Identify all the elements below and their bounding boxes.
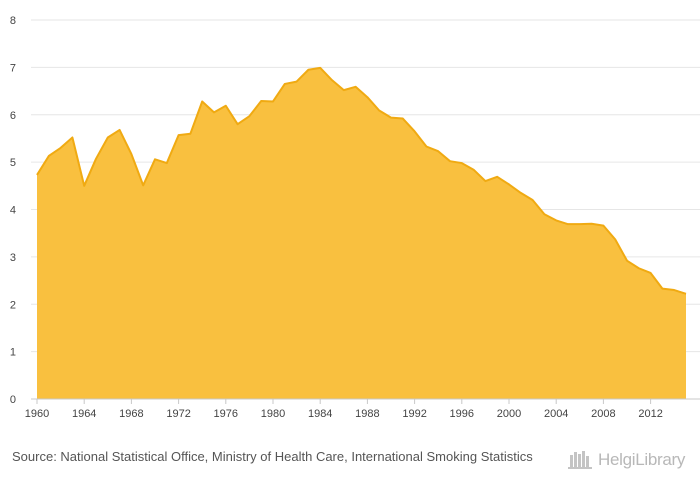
series-line <box>36 66 687 295</box>
x-tick-label: 1976 <box>214 408 238 420</box>
y-tick-label: 8 <box>10 15 16 27</box>
y-tick-label: 3 <box>10 252 16 264</box>
x-tick-label: 2004 <box>544 408 568 420</box>
source-note: Source: National Statistical Office, Min… <box>12 448 552 465</box>
x-tick-label: 1984 <box>308 408 332 420</box>
x-tick-label: 1980 <box>261 408 285 420</box>
x-axis: 1960 1964 1968 1972 1976 1980 1984 1988 1992 1996… <box>25 398 700 420</box>
logo-text: HelgiLibrary <box>598 450 686 469</box>
y-tick-label: 7 <box>10 62 16 74</box>
x-tick-label: 1992 <box>402 408 426 420</box>
helgi-library-logo: HelgiLibrary <box>568 448 692 472</box>
y-axis: 0 1 2 3 4 5 6 7 8 <box>10 15 16 406</box>
x-tick-label: 1972 <box>166 408 190 420</box>
x-tick-label: 1968 <box>119 408 143 420</box>
y-tick-label: 1 <box>10 347 16 359</box>
y-tick-label: 6 <box>10 110 16 122</box>
area-series <box>36 66 687 399</box>
y-tick-label: 2 <box>10 299 16 311</box>
y-tick-label: 5 <box>10 157 16 169</box>
y-tick-label: 0 <box>10 394 16 406</box>
x-tick-label: 2008 <box>591 408 615 420</box>
helgi-library-books-icon <box>568 451 592 469</box>
x-tick-label: 1996 <box>450 408 474 420</box>
x-tick-label: 2012 <box>638 408 662 420</box>
x-tick-label: 1964 <box>72 408 96 420</box>
x-tick-label: 1988 <box>355 408 379 420</box>
source-text: Source: National Statistical Office, Min… <box>12 449 533 464</box>
y-tick-label: 4 <box>10 205 16 217</box>
area-fill <box>37 67 686 399</box>
x-tick-label: 2000 <box>497 408 521 420</box>
x-tick-label: 1960 <box>25 408 49 420</box>
